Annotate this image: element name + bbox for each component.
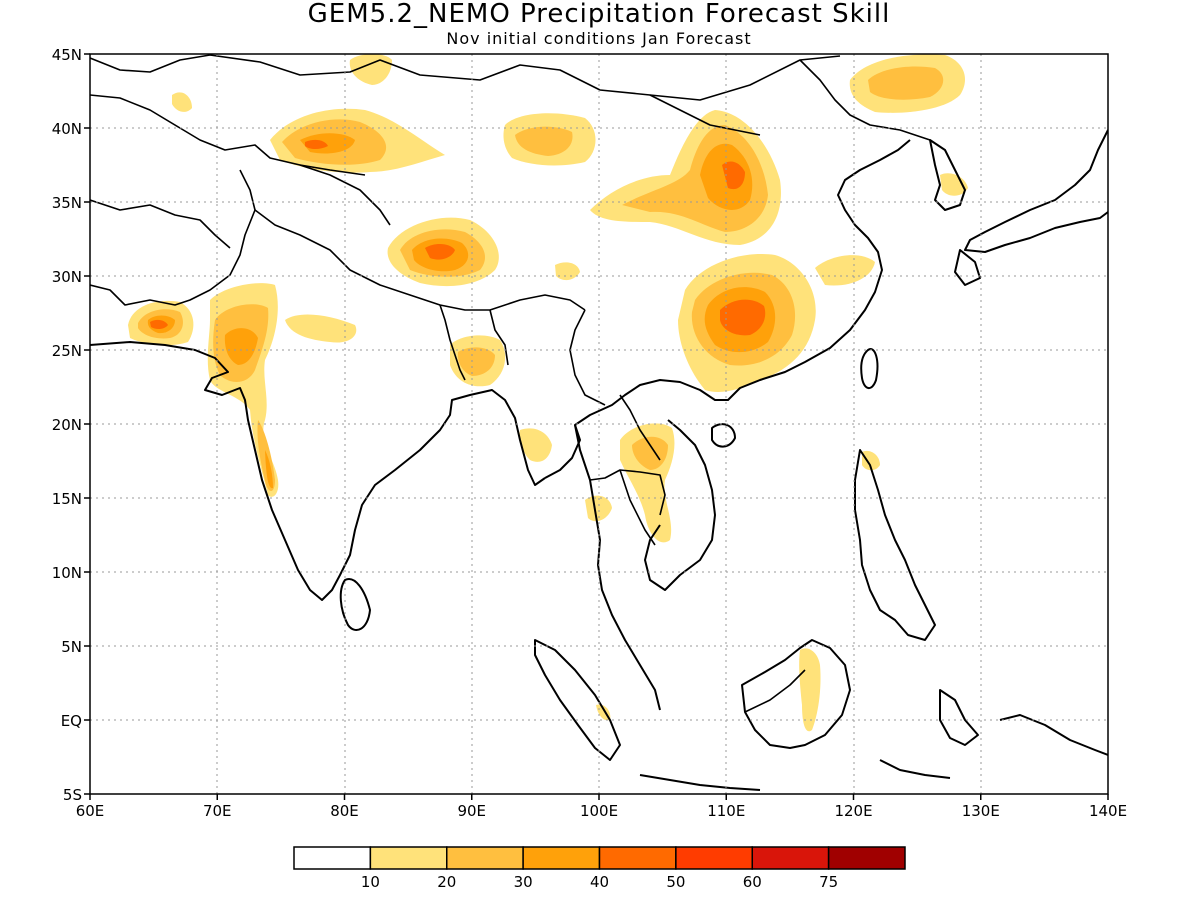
lon-tick-label: 70E bbox=[203, 802, 232, 820]
colorbar-label: 50 bbox=[666, 873, 685, 891]
lon-tick-label: 130E bbox=[962, 802, 1000, 820]
skill-shading bbox=[128, 54, 968, 732]
skill-region-pakistan bbox=[128, 300, 194, 346]
colorbar-swatch bbox=[675, 846, 753, 870]
chart-subtitle: Nov initial conditions Jan Forecast bbox=[446, 29, 751, 48]
colorbar-label: 40 bbox=[590, 873, 609, 891]
skill-region-bangladesh bbox=[450, 335, 552, 462]
longitude-axis: 60E 70E 80E 90E 100E 110E 120E 130E 140E bbox=[76, 794, 1127, 820]
lat-tick-label: 30N bbox=[52, 268, 82, 286]
colorbar: 10 20 30 40 50 60 75 bbox=[293, 846, 906, 891]
colorbar-label: 30 bbox=[514, 873, 533, 891]
colorbar-swatch bbox=[369, 846, 448, 870]
colorbar-swatch bbox=[598, 846, 677, 870]
lat-tick-label: 5N bbox=[61, 638, 82, 656]
lon-tick-label: 90E bbox=[457, 802, 486, 820]
country-borders bbox=[90, 54, 931, 713]
skill-region-ne-china bbox=[849, 54, 965, 113]
colorbar-label: 60 bbox=[743, 873, 762, 891]
lat-tick-label: 10N bbox=[52, 564, 82, 582]
latitude-axis: 45N 40N 35N 30N 25N 20N 15N 10N 5N EQ 5S bbox=[52, 46, 90, 804]
lat-tick-label: 35N bbox=[52, 194, 82, 212]
lon-tick-label: 100E bbox=[580, 802, 618, 820]
skill-region-tarim bbox=[270, 108, 445, 173]
colorbar-swatch bbox=[751, 846, 830, 870]
lon-tick-label: 120E bbox=[834, 802, 872, 820]
lon-tick-label: 60E bbox=[76, 802, 105, 820]
lat-tick-label: 20N bbox=[52, 416, 82, 434]
lat-tick-label: 15N bbox=[52, 490, 82, 508]
lon-tick-label: 80E bbox=[330, 802, 359, 820]
colorbar-swatch bbox=[446, 846, 524, 870]
lat-tick-label: 40N bbox=[52, 120, 82, 138]
lon-tick-label: 110E bbox=[707, 802, 745, 820]
skill-region-w-india bbox=[207, 283, 357, 497]
colorbar-label: 20 bbox=[437, 873, 456, 891]
colorbar-label: 10 bbox=[361, 873, 380, 891]
skill-region-se-china bbox=[678, 254, 875, 392]
lat-tick-label: EQ bbox=[61, 712, 82, 730]
lat-tick-label: 45N bbox=[52, 46, 82, 64]
colorbar-swatch bbox=[522, 846, 601, 870]
skill-region-tibet bbox=[387, 217, 499, 287]
skill-region-central-china bbox=[590, 110, 781, 245]
colorbar-label: 75 bbox=[819, 873, 838, 891]
map-plot-area bbox=[90, 54, 1108, 794]
colorbar-swatch bbox=[293, 846, 372, 870]
lon-tick-label: 140E bbox=[1089, 802, 1127, 820]
skill-region-hexi bbox=[349, 54, 596, 166]
coastlines bbox=[90, 129, 1108, 791]
colorbar-swatch bbox=[827, 846, 906, 870]
lat-tick-label: 5S bbox=[63, 786, 82, 804]
chart-title: GEM5.2_NEMO Precipitation Forecast Skill bbox=[308, 0, 891, 29]
graticule bbox=[90, 54, 1108, 794]
skill-region-borneo bbox=[172, 92, 968, 732]
lat-tick-label: 25N bbox=[52, 342, 82, 360]
